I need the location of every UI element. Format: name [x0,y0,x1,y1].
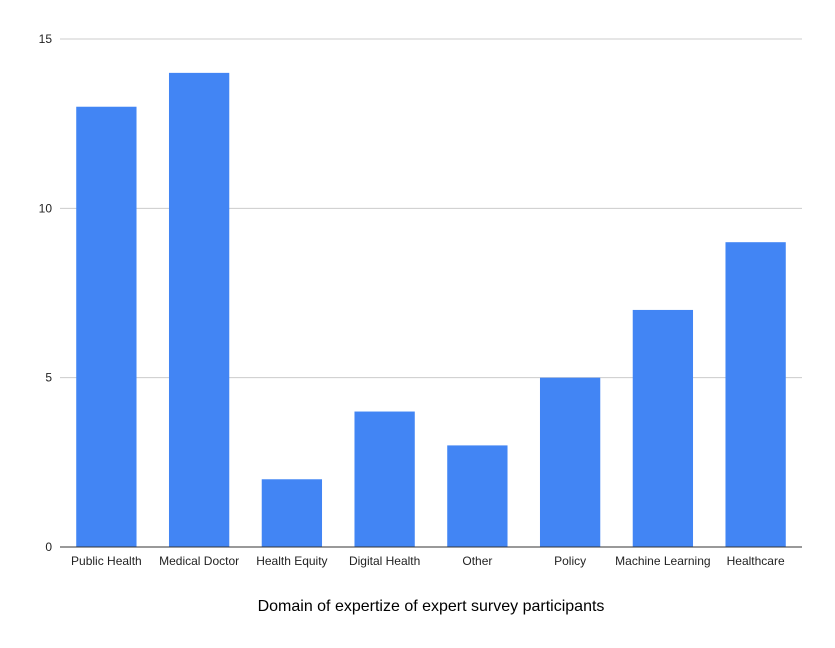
x-tick-label: Health Equity [256,554,327,568]
x-tick-label: Other [462,554,492,568]
bar-healthcare [725,242,786,547]
bar-policy [539,377,601,547]
x-tick-label: Healthcare [727,554,785,568]
x-axis-ticks: Public Health Medical Doctor Health Equity… [71,554,785,568]
x-tick-label: Digital Health [349,554,420,568]
bar-other [447,445,508,547]
x-axis-title: Domain of expertize of expert survey par… [258,598,605,615]
x-tick-label: Public Health [71,554,142,568]
x-tick-label: Policy [554,554,586,568]
x-tick-label: Medical Doctor [159,554,239,568]
y-axis-ticks: 0 5 10 15 [39,32,53,554]
bar-medical-doctor [168,72,230,547]
bar-machine-learning [632,309,694,547]
bar-public-health [76,106,137,547]
y-tick-label: 0 [45,540,52,554]
bar-health-equity [261,479,323,547]
bar-digital-health [354,411,415,547]
bars [76,72,786,547]
x-tick-label: Machine Learning [615,554,710,568]
y-tick-label: 15 [39,32,53,46]
y-tick-label: 10 [39,201,53,215]
y-tick-label: 5 [45,371,52,385]
